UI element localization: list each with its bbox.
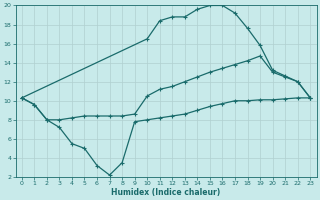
X-axis label: Humidex (Indice chaleur): Humidex (Indice chaleur) <box>111 188 221 197</box>
